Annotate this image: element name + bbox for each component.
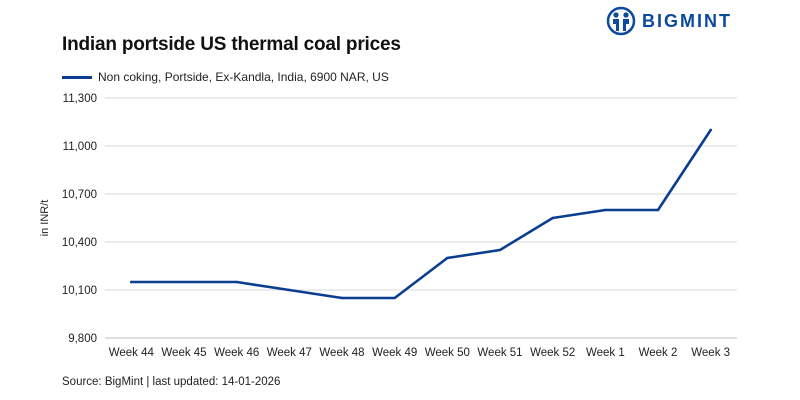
legend-label: Non coking, Portside, Ex-Kandla, India, … — [98, 70, 389, 84]
data-point — [340, 296, 344, 300]
data-point — [182, 280, 186, 284]
y-tick-label: 11,000 — [63, 141, 97, 153]
x-tick-label: Week 2 — [639, 347, 678, 359]
data-point — [498, 248, 502, 252]
data-point — [551, 216, 554, 220]
bigmint-logo-icon — [606, 6, 636, 36]
legend-swatch — [62, 75, 92, 79]
brand-logo: BIGMINT — [606, 6, 732, 36]
data-point — [130, 280, 133, 284]
data-point — [709, 128, 712, 132]
data-point — [604, 208, 607, 212]
data-point — [235, 280, 238, 284]
data-point — [393, 296, 396, 300]
chart-legend: Non coking, Portside, Ex-Kandla, India, … — [62, 70, 389, 84]
series-line — [130, 128, 713, 300]
y-tick-label: 10,700 — [62, 189, 97, 201]
y-tick-label: 9,800 — [68, 333, 97, 345]
x-tick-label: Week 45 — [161, 347, 206, 359]
x-tick-label: Week 47 — [267, 347, 312, 359]
data-point — [656, 208, 660, 212]
x-tick-label: Week 1 — [586, 347, 625, 359]
x-tick-label: Week 49 — [372, 347, 417, 359]
data-point — [446, 256, 449, 260]
x-tick-label: Week 44 — [109, 347, 155, 359]
x-tick-label: Week 50 — [425, 347, 470, 359]
x-tick-label: Week 51 — [477, 347, 522, 359]
x-tick-label: Week 46 — [214, 347, 259, 359]
x-tick-label: Week 52 — [530, 347, 575, 359]
y-tick-label: 10,400 — [62, 237, 97, 249]
y-tick-label: 10,100 — [62, 285, 97, 297]
chart-title: Indian portside US thermal coal prices — [62, 34, 401, 55]
y-axis-label: in INR/t — [39, 200, 51, 237]
brand-name: BIGMINT — [642, 10, 732, 31]
y-tick-label: 11,300 — [63, 93, 97, 105]
source-note: Source: BigMint | last updated: 14-01-20… — [62, 376, 281, 388]
x-tick-label: Week 3 — [691, 347, 730, 359]
data-point — [288, 288, 291, 292]
x-tick-label: Week 48 — [319, 347, 364, 359]
